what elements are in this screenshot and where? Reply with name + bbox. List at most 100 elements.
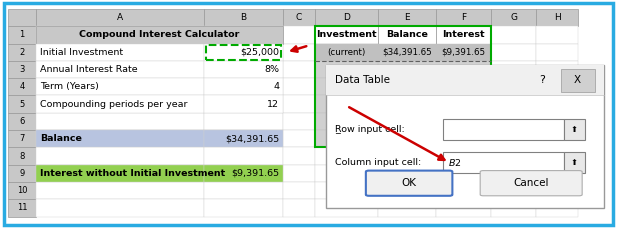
- FancyBboxPatch shape: [283, 9, 315, 26]
- FancyBboxPatch shape: [283, 199, 315, 217]
- FancyBboxPatch shape: [36, 199, 204, 217]
- Text: $9,391.65: $9,391.65: [442, 48, 486, 57]
- Text: $34,391.65: $34,391.65: [383, 48, 432, 57]
- FancyBboxPatch shape: [564, 119, 585, 140]
- Text: 4: 4: [273, 82, 279, 91]
- FancyBboxPatch shape: [204, 182, 283, 199]
- Text: Term (Years): Term (Years): [40, 82, 99, 91]
- FancyBboxPatch shape: [204, 199, 283, 217]
- FancyBboxPatch shape: [36, 182, 204, 199]
- FancyBboxPatch shape: [378, 113, 436, 130]
- FancyBboxPatch shape: [536, 26, 578, 44]
- FancyBboxPatch shape: [36, 130, 204, 147]
- FancyBboxPatch shape: [315, 44, 378, 61]
- Text: $27,000: $27,000: [329, 134, 365, 143]
- FancyBboxPatch shape: [378, 182, 436, 199]
- FancyBboxPatch shape: [36, 78, 204, 95]
- FancyBboxPatch shape: [491, 9, 536, 26]
- FancyBboxPatch shape: [315, 44, 491, 147]
- FancyBboxPatch shape: [204, 61, 283, 78]
- FancyBboxPatch shape: [436, 44, 491, 61]
- FancyBboxPatch shape: [315, 130, 378, 147]
- FancyBboxPatch shape: [491, 61, 536, 78]
- Text: Investment: Investment: [316, 30, 377, 39]
- FancyBboxPatch shape: [315, 78, 378, 95]
- FancyBboxPatch shape: [536, 199, 578, 217]
- FancyBboxPatch shape: [366, 171, 452, 196]
- Text: ⬆: ⬆: [571, 125, 578, 134]
- Text: Cancel: Cancel: [514, 178, 549, 188]
- FancyBboxPatch shape: [378, 199, 436, 217]
- FancyBboxPatch shape: [315, 113, 378, 130]
- FancyBboxPatch shape: [315, 44, 378, 61]
- FancyBboxPatch shape: [36, 130, 204, 147]
- Text: F: F: [461, 13, 467, 22]
- FancyBboxPatch shape: [491, 165, 536, 182]
- FancyBboxPatch shape: [8, 165, 36, 182]
- FancyBboxPatch shape: [378, 26, 436, 44]
- FancyBboxPatch shape: [491, 26, 536, 44]
- Text: Interest: Interest: [442, 30, 485, 39]
- FancyBboxPatch shape: [436, 113, 491, 130]
- FancyBboxPatch shape: [443, 119, 564, 140]
- Text: Balance: Balance: [40, 134, 82, 143]
- FancyBboxPatch shape: [8, 147, 36, 165]
- Text: Initial Investment: Initial Investment: [40, 48, 124, 57]
- Text: Row input cell:: Row input cell:: [335, 125, 405, 134]
- Text: 5: 5: [19, 100, 25, 109]
- FancyBboxPatch shape: [491, 199, 536, 217]
- Text: 8%: 8%: [265, 65, 279, 74]
- FancyBboxPatch shape: [204, 61, 283, 78]
- FancyBboxPatch shape: [8, 182, 36, 199]
- FancyBboxPatch shape: [536, 147, 578, 165]
- Text: $25,000: $25,000: [240, 48, 279, 57]
- Text: Data Table: Data Table: [335, 75, 390, 85]
- FancyBboxPatch shape: [36, 44, 204, 61]
- Text: 6: 6: [19, 117, 25, 126]
- FancyBboxPatch shape: [378, 165, 436, 182]
- FancyBboxPatch shape: [36, 44, 204, 61]
- Text: $B$2: $B$2: [448, 157, 462, 168]
- FancyBboxPatch shape: [491, 147, 536, 165]
- FancyBboxPatch shape: [480, 171, 582, 196]
- FancyBboxPatch shape: [283, 165, 315, 182]
- FancyBboxPatch shape: [36, 113, 204, 130]
- FancyBboxPatch shape: [378, 26, 436, 44]
- FancyBboxPatch shape: [204, 44, 283, 61]
- FancyBboxPatch shape: [36, 78, 204, 95]
- FancyBboxPatch shape: [436, 61, 491, 78]
- FancyBboxPatch shape: [315, 199, 378, 217]
- FancyBboxPatch shape: [204, 78, 283, 95]
- FancyBboxPatch shape: [436, 78, 491, 95]
- FancyBboxPatch shape: [283, 130, 315, 147]
- FancyBboxPatch shape: [536, 78, 578, 95]
- Text: $34,391.65: $34,391.65: [225, 134, 279, 143]
- Text: 11: 11: [17, 203, 27, 212]
- FancyBboxPatch shape: [204, 130, 283, 147]
- FancyBboxPatch shape: [561, 69, 595, 92]
- FancyBboxPatch shape: [491, 78, 536, 95]
- FancyBboxPatch shape: [204, 165, 283, 182]
- FancyBboxPatch shape: [315, 78, 378, 95]
- FancyBboxPatch shape: [536, 61, 578, 78]
- FancyBboxPatch shape: [283, 44, 315, 61]
- FancyBboxPatch shape: [36, 165, 204, 182]
- FancyBboxPatch shape: [8, 130, 36, 147]
- Text: $24,000: $24,000: [329, 82, 365, 91]
- FancyBboxPatch shape: [536, 130, 578, 147]
- FancyBboxPatch shape: [283, 61, 315, 78]
- Text: 7: 7: [19, 134, 25, 143]
- Text: _: _: [335, 125, 340, 134]
- FancyBboxPatch shape: [283, 113, 315, 130]
- FancyBboxPatch shape: [36, 95, 204, 113]
- Text: 4: 4: [19, 82, 25, 91]
- FancyBboxPatch shape: [204, 113, 283, 130]
- FancyBboxPatch shape: [204, 26, 283, 44]
- Text: $23,000: $23,000: [329, 65, 365, 74]
- FancyBboxPatch shape: [436, 9, 491, 26]
- FancyBboxPatch shape: [8, 44, 36, 61]
- FancyBboxPatch shape: [378, 44, 436, 61]
- FancyBboxPatch shape: [326, 65, 604, 208]
- Text: (current): (current): [328, 48, 366, 57]
- FancyBboxPatch shape: [283, 147, 315, 165]
